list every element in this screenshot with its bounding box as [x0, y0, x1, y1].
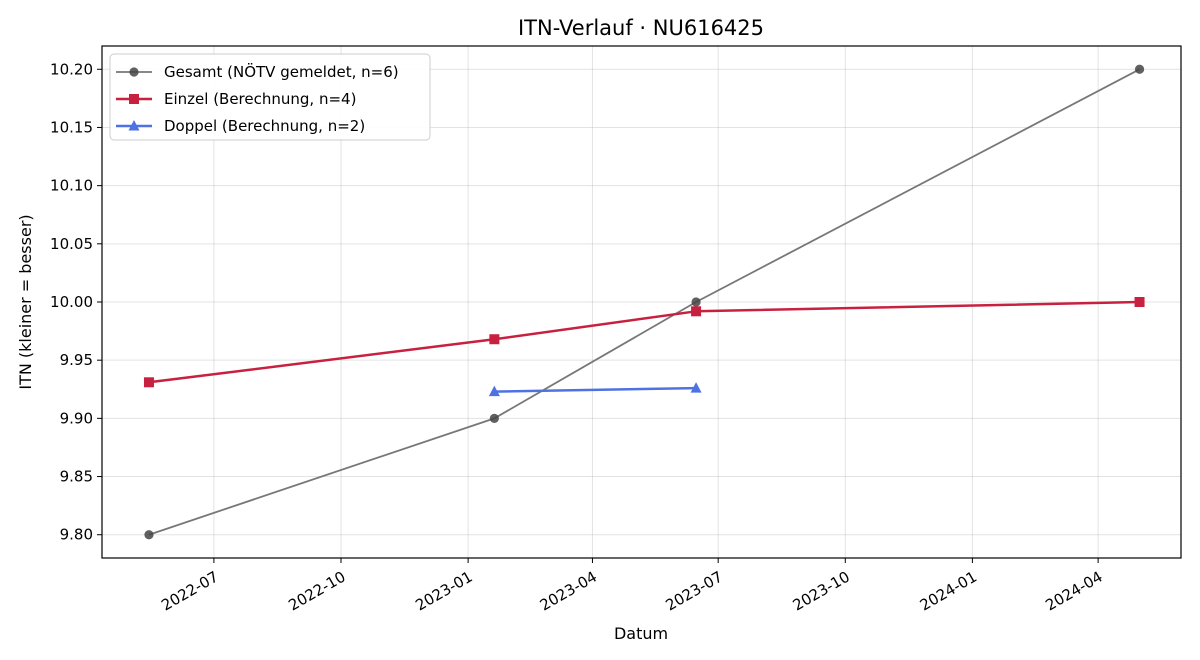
- legend-items: Gesamt (NÖTV gemeldet, n=6) Einzel (Berec…: [116, 62, 399, 135]
- data-point: [144, 530, 154, 540]
- legend-label: Einzel (Berechnung, n=4): [164, 90, 356, 108]
- legend-item-1: Gesamt (NÖTV gemeldet, n=6): [116, 62, 399, 81]
- series-line: [494, 386, 697, 393]
- y-tick-label: 9.80: [60, 526, 93, 544]
- series-line: [148, 300, 1140, 384]
- y-tick-label: 10.15: [50, 118, 93, 136]
- x-tick-label: 2023-07: [662, 568, 725, 615]
- y-axis-label: ITN (kleiner = besser): [16, 214, 35, 389]
- y-tick-label: 9.90: [60, 409, 93, 427]
- x-tick-label: 2024-01: [917, 568, 980, 615]
- data-point: [690, 382, 702, 393]
- legend-marker: [128, 120, 140, 131]
- x-axis-label: Datum: [614, 624, 668, 643]
- legend-marker: [129, 94, 139, 104]
- data-point: [489, 334, 500, 345]
- legend: Gesamt (NÖTV gemeldet, n=6) Einzel (Berec…: [109, 53, 431, 141]
- y-axis-ticks: 9.80 9.85 9.90 9.95 10.00 10.05 10.10 10.15 10.2…: [50, 60, 102, 544]
- data-point: [691, 306, 702, 317]
- x-tick-label: 2022-07: [158, 568, 221, 615]
- x-tick-label: 2023-04: [537, 568, 600, 615]
- series-line: [148, 68, 1140, 536]
- y-tick-label: 9.95: [60, 351, 93, 369]
- legend-box: [109, 53, 431, 141]
- y-tick-label: 10.20: [50, 60, 93, 78]
- data-point: [1134, 297, 1145, 307]
- x-tick-label: 2024-04: [1042, 568, 1105, 615]
- y-tick-label: 9.85: [60, 468, 93, 486]
- y-tick-label: 10.05: [50, 235, 93, 253]
- x-tick-label: 2023-01: [412, 568, 475, 615]
- data-point: [489, 413, 499, 423]
- data-point: [1134, 64, 1145, 74]
- x-tick-label: 2023-10: [790, 568, 853, 615]
- legend-marker: [129, 67, 139, 77]
- legend-item-2: Einzel (Berechnung, n=4): [116, 90, 356, 108]
- series-layer: [143, 64, 1145, 540]
- legend-label: Doppel (Berechnung, n=2): [164, 117, 365, 135]
- x-axis-ticks: 2022-07 2022-10 2023-01 2023-04 2023-07 2023-…: [158, 558, 1106, 615]
- legend-item-3: Doppel (Berechnung, n=2): [116, 117, 365, 135]
- y-tick-label: 10.10: [50, 177, 93, 195]
- x-tick-label: 2022-10: [285, 568, 348, 615]
- data-point: [488, 385, 500, 397]
- series-2: [143, 297, 1145, 388]
- series-1: [144, 64, 1145, 540]
- chart-title: ITN-Verlauf · NU616425: [518, 16, 764, 40]
- y-tick-label: 10.00: [50, 293, 93, 311]
- data-point: [691, 297, 701, 307]
- data-point: [143, 377, 154, 388]
- legend-label: Gesamt (NÖTV gemeldet, n=6): [164, 62, 399, 81]
- series-3: [488, 382, 702, 397]
